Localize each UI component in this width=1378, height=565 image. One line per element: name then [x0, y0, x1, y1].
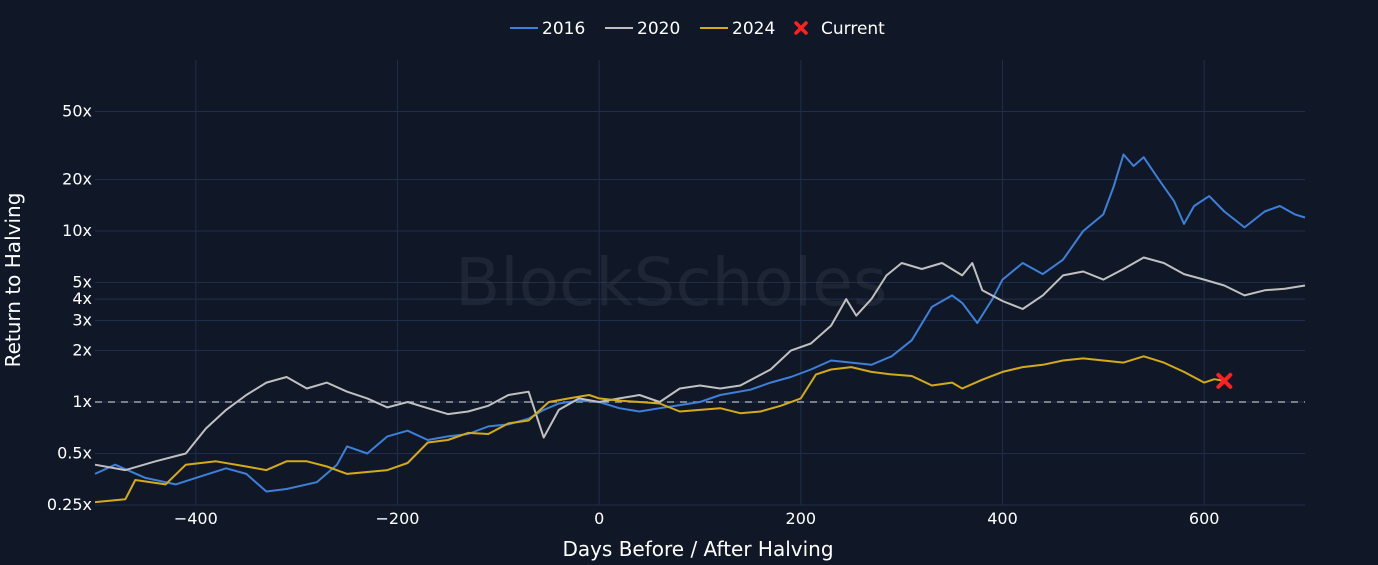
- y-tick-label: 3x: [72, 310, 92, 329]
- x-tick-label: −400: [174, 509, 218, 528]
- y-tick-label: 4x: [72, 289, 92, 308]
- current-marker: [1216, 372, 1233, 389]
- y-tick-label: 1x: [72, 392, 92, 411]
- x-tick-labels: −400 −200 0 200 400 600: [174, 509, 1220, 528]
- legend: 2016 2020 2024 Current: [510, 19, 885, 39]
- x-tick-label: 200: [786, 509, 817, 528]
- y-tick-label: 10x: [62, 221, 92, 240]
- y-tick-label: 50x: [62, 101, 92, 120]
- series-line-2024: [94, 355, 1225, 504]
- y-axis-title: Return to Halving: [1, 193, 25, 368]
- y-tick-label: 2x: [72, 341, 92, 360]
- legend-label-current: Current: [821, 19, 885, 39]
- x-tick-label: −200: [376, 509, 420, 528]
- y-tick-label: 0.25x: [47, 495, 92, 514]
- y-tick-label: 20x: [62, 170, 92, 189]
- legend-swatch-current: [794, 21, 808, 35]
- legend-label-2016: 2016: [542, 19, 585, 39]
- series-line-2020: [94, 256, 1306, 472]
- x-tick-label: 600: [1189, 509, 1220, 528]
- series-group: [94, 153, 1306, 504]
- x-axis-title: Days Before / After Halving: [562, 537, 833, 561]
- series-line-2016: [94, 153, 1306, 493]
- x-tick-label: 0: [594, 509, 604, 528]
- x-tick-label: 400: [987, 509, 1018, 528]
- legend-label-2020: 2020: [637, 19, 680, 39]
- y-tick-label: 5x: [72, 273, 92, 292]
- current-marker-group: [1216, 372, 1233, 389]
- watermark: BlockScholes: [455, 244, 887, 321]
- legend-label-2024: 2024: [732, 19, 775, 39]
- grid: [95, 60, 1305, 506]
- y-tick-label: 0.5x: [57, 444, 92, 463]
